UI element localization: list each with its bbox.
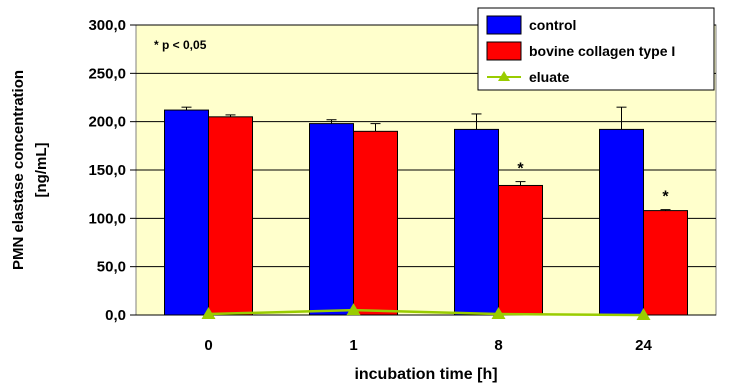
x-tick-label: 8 (494, 337, 502, 354)
error-bars (181, 106, 671, 211)
x-tick-label: 24 (635, 337, 652, 354)
legend: control bovine collagen type I eluate (477, 7, 715, 91)
x-tick-labels: 0 1 8 24 (204, 337, 652, 354)
y-tick-label: 50,0 (97, 259, 126, 276)
bar-bovine-collagen-type-I (498, 184, 543, 316)
eluate-marker (636, 308, 651, 320)
y-axis-label: PMN elastase concentration (10, 70, 27, 270)
eluate-marker (491, 307, 506, 320)
bars (164, 109, 688, 316)
bar-bovine-collagen-type-I (643, 210, 688, 316)
legend-swatch-eluate-marker (498, 71, 510, 81)
bar-bovine-collagen-type-I (208, 116, 253, 316)
significance-marks: ** (517, 161, 669, 206)
x-tick-label: 1 (349, 337, 357, 354)
line-eluate (208, 308, 644, 317)
eluate-marker (346, 303, 361, 316)
y-tick-labels: 0,0 50,0 100,0 150,0 200,0 250,0 300,0 (88, 17, 126, 324)
legend-label-eluate: eluate (529, 69, 570, 85)
y-tick-label: 200,0 (88, 114, 126, 131)
eluate-line (201, 303, 651, 320)
y-tick-label: 300,0 (88, 17, 126, 34)
bar-control (454, 128, 499, 316)
x-axis-label: incubation time [h] (354, 366, 497, 383)
bar-bovine-collagen-type-I (353, 130, 398, 316)
eluate-marker (201, 307, 216, 320)
significance-star: * (517, 161, 524, 178)
legend-label-control: control (529, 17, 576, 33)
bar-control (164, 109, 209, 316)
y-axis-unit: [ng/mL] (33, 143, 50, 198)
y-tick-label: 100,0 (88, 210, 126, 227)
y-tick-label: 150,0 (88, 162, 126, 179)
y-tick-label: 0,0 (105, 307, 126, 324)
x-tick-label: 0 (204, 337, 212, 354)
legend-swatch-control (486, 15, 522, 35)
y-tick-label: 250,0 (88, 65, 126, 82)
legend-label-collagen: bovine collagen type I (529, 43, 675, 59)
legend-swatch-collagen (486, 41, 522, 61)
significance-star: * (662, 189, 669, 206)
bar-control (309, 123, 354, 316)
bar-control (599, 128, 644, 316)
significance-note: * p < 0,05 (154, 38, 207, 52)
